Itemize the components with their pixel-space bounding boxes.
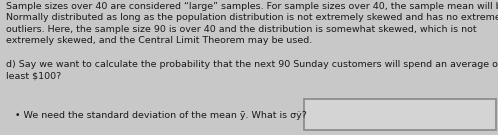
FancyBboxPatch shape xyxy=(304,99,496,130)
Text: • We need the standard deviation of the mean ȳ. What is σẏ?: • We need the standard deviation of the … xyxy=(15,111,307,120)
Text: d) Say we want to calculate the probability that the next 90 Sunday customers wi: d) Say we want to calculate the probabil… xyxy=(6,60,498,80)
Text: Sample sizes over 40 are considered “large” samples. For sample sizes over 40, t: Sample sizes over 40 are considered “lar… xyxy=(6,2,498,45)
